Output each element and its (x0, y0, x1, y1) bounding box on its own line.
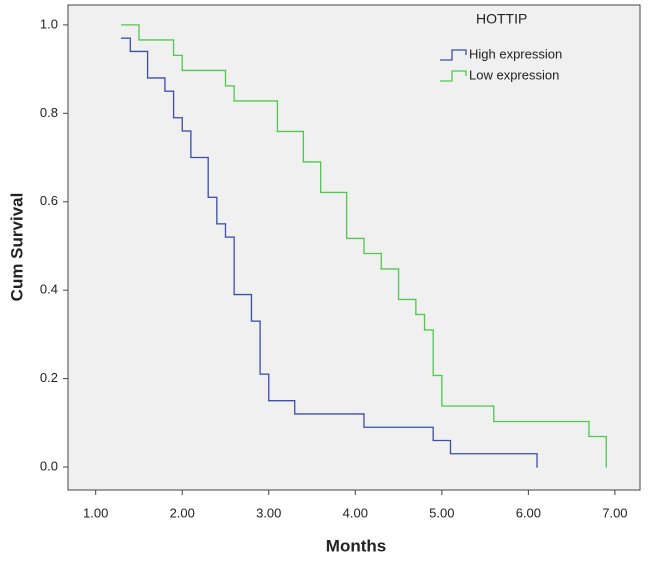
legend-swatch (440, 49, 467, 61)
x-tick-label: 2.00 (170, 505, 195, 520)
x-tick-label: 1.00 (83, 505, 108, 520)
x-tick-label: 6.00 (516, 505, 541, 520)
y-tick-label: 0.8 (40, 105, 58, 120)
y-tick-label: 0.4 (40, 282, 58, 297)
legend-label: High expression (469, 46, 562, 61)
legend-swatch (440, 70, 467, 82)
x-axis-title: Months (326, 536, 386, 555)
legend-title: HOTTIP (476, 11, 527, 27)
plot-area (67, 4, 641, 491)
y-tick-label: 0.6 (40, 193, 58, 208)
y-axis-title: Cum Survival (7, 193, 26, 302)
x-tick-label: 5.00 (429, 505, 454, 520)
y-tick-label: 0.2 (40, 370, 58, 385)
x-tick-label: 7.00 (602, 505, 627, 520)
legend-label: Low expression (469, 67, 559, 82)
y-tick-label: 0.0 (40, 458, 58, 473)
x-tick-label: 4.00 (343, 505, 368, 520)
y-tick-label: 1.0 (40, 16, 58, 31)
x-tick-label: 3.00 (256, 505, 281, 520)
